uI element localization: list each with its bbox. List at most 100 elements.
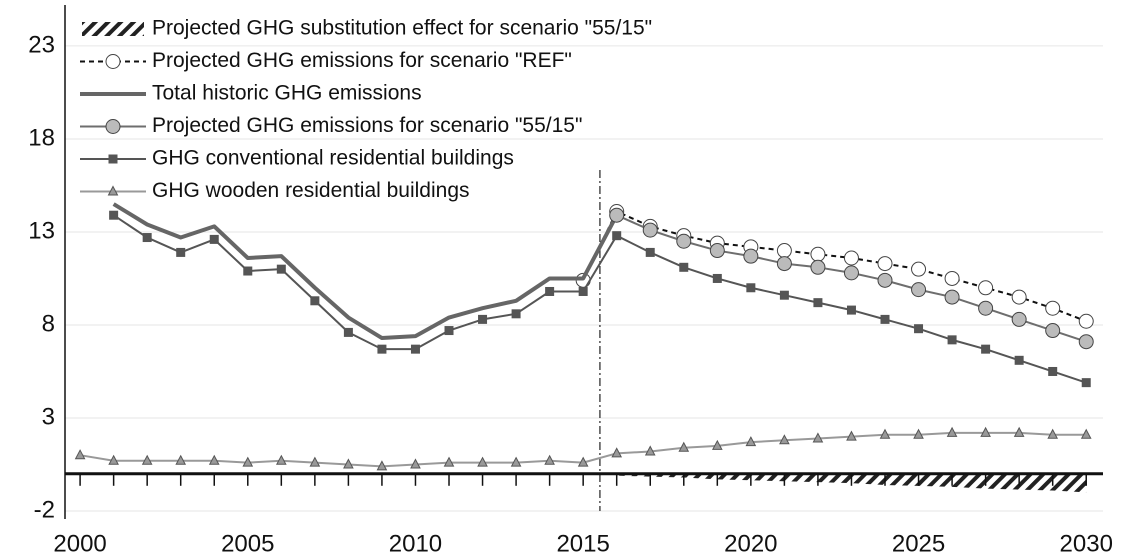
marker: [208, 454, 220, 465]
marker: [676, 233, 692, 249]
marker: [105, 119, 121, 134]
x-tick-label: 2030: [1060, 530, 1113, 557]
marker: [142, 233, 152, 243]
marker: [1047, 428, 1059, 439]
plot-area: [74, 202, 1094, 493]
x-tick-label: 2015: [556, 530, 609, 557]
legend-label: Projected GHG substitution effect for sc…: [152, 17, 652, 40]
marker: [611, 447, 623, 458]
series-line: [112, 202, 619, 340]
marker: [978, 280, 994, 296]
marker: [377, 344, 387, 354]
marker: [743, 248, 759, 264]
marker: [846, 305, 856, 315]
marker: [843, 250, 859, 266]
marker: [644, 445, 656, 456]
legend-label: Total historic GHG emissions: [152, 82, 422, 105]
x-tick-label: 2000: [53, 530, 106, 557]
marker: [443, 456, 455, 467]
marker: [880, 314, 890, 324]
marker: [711, 439, 723, 450]
marker: [310, 296, 320, 306]
marker: [911, 282, 927, 298]
marker: [1078, 334, 1094, 350]
marker: [709, 243, 725, 259]
marker: [510, 456, 522, 467]
marker: [1014, 355, 1024, 365]
marker: [545, 286, 555, 296]
marker: [107, 185, 119, 196]
marker: [810, 259, 826, 275]
marker: [1081, 378, 1091, 388]
marker: [745, 436, 757, 447]
marker: [981, 344, 991, 354]
marker: [175, 454, 187, 465]
marker: [947, 335, 957, 345]
y-tick-label: 3: [42, 403, 55, 430]
legend-swatch: [82, 22, 144, 36]
marker: [746, 283, 756, 293]
marker: [577, 456, 589, 467]
marker: [913, 428, 924, 439]
marker: [276, 264, 286, 274]
hatched-area: [616, 473, 1087, 493]
marker: [1045, 300, 1061, 316]
marker: [275, 454, 287, 465]
marker: [1011, 311, 1027, 327]
marker: [410, 344, 420, 354]
marker: [978, 300, 994, 316]
marker: [846, 430, 857, 441]
x-tick-label: 2020: [724, 530, 777, 557]
legend-label: Projected GHG emissions for scenario "55…: [152, 114, 582, 137]
marker: [779, 434, 790, 445]
marker: [776, 243, 792, 259]
marker: [813, 298, 823, 308]
marker: [209, 234, 219, 244]
marker: [980, 426, 991, 437]
marker: [678, 441, 690, 452]
marker: [609, 207, 625, 223]
marker: [477, 456, 488, 467]
marker: [343, 458, 354, 469]
marker: [108, 454, 119, 465]
marker: [1013, 426, 1025, 437]
marker: [812, 432, 824, 443]
y-tick-label: 23: [28, 31, 55, 58]
x-tick-label: 2025: [892, 530, 945, 557]
marker: [376, 460, 388, 471]
marker: [779, 290, 789, 300]
series-line: [113, 214, 1087, 384]
marker: [712, 273, 722, 283]
marker: [109, 210, 119, 220]
marker: [1011, 289, 1027, 305]
marker: [242, 456, 254, 467]
x-tick-label: 2010: [389, 530, 442, 557]
marker: [879, 428, 891, 439]
marker: [176, 247, 186, 257]
marker: [946, 426, 958, 437]
y-tick-label: -2: [34, 496, 55, 523]
marker: [914, 324, 924, 334]
legend-label: Projected GHG emissions for scenario "RE…: [152, 49, 572, 72]
y-tick-label: 8: [42, 310, 55, 337]
marker: [544, 454, 555, 465]
marker: [679, 262, 689, 272]
x-tick-label: 2005: [221, 530, 274, 557]
series-line: [582, 210, 1087, 323]
marker: [877, 256, 893, 272]
marker: [108, 154, 118, 164]
marker: [612, 231, 622, 241]
marker: [410, 458, 421, 469]
legend-label: GHG conventional residential buildings: [152, 147, 514, 170]
marker: [1045, 323, 1061, 339]
marker: [105, 54, 121, 69]
marker: [578, 286, 588, 296]
marker: [1078, 313, 1094, 329]
marker: [141, 454, 153, 465]
marker: [776, 256, 792, 272]
marker: [843, 265, 859, 281]
y-tick-label: 18: [28, 124, 55, 151]
marker: [343, 327, 353, 337]
marker: [944, 289, 960, 305]
